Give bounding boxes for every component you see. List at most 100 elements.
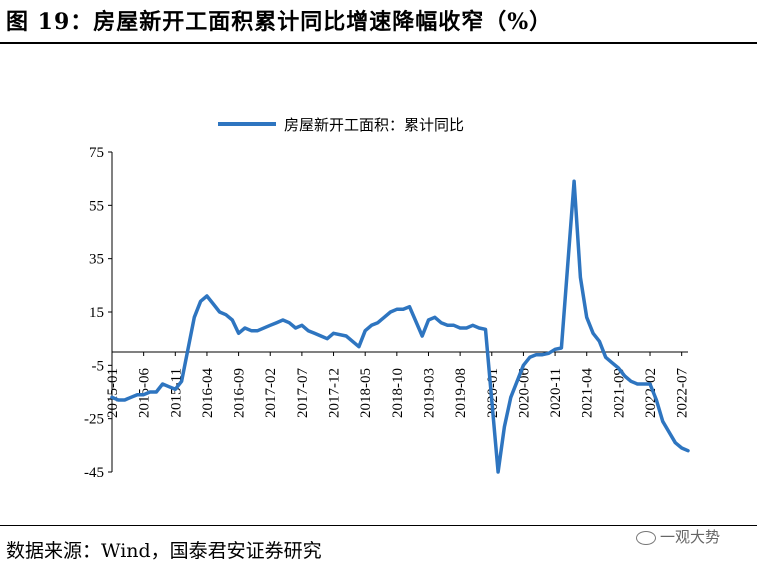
data-point	[636, 382, 639, 386]
x-tick-label: 2021-09	[611, 368, 627, 418]
data-point	[610, 361, 614, 364]
x-tick-label: 2019-08	[453, 368, 469, 418]
data-point	[180, 380, 183, 383]
data-point	[319, 334, 323, 338]
data-point	[674, 441, 677, 444]
data-point	[553, 348, 557, 351]
data-point	[383, 316, 386, 319]
x-tick-label: 2016-09	[232, 368, 248, 418]
data-point	[123, 398, 126, 402]
data-point	[389, 310, 392, 314]
data-point	[300, 324, 304, 327]
title-rule	[0, 42, 757, 44]
footer-rule	[0, 525, 757, 526]
data-point	[174, 388, 177, 391]
x-tick-label: 2018-05	[358, 368, 374, 418]
data-point	[433, 316, 436, 319]
data-point	[623, 374, 626, 378]
y-tick-label: 35	[89, 252, 104, 268]
data-point	[471, 324, 474, 327]
data-point	[477, 326, 481, 330]
x-tick-label: 2017-12	[327, 368, 343, 418]
x-tick-label: 2019-03	[421, 368, 437, 418]
data-point	[256, 329, 259, 332]
data-point	[452, 324, 455, 327]
data-point	[281, 318, 285, 322]
data-point	[205, 294, 209, 298]
data-point	[648, 382, 652, 386]
data-point	[307, 329, 310, 332]
data-point	[357, 345, 361, 348]
data-point	[604, 356, 607, 359]
data-point	[231, 318, 234, 322]
data-point	[522, 364, 525, 367]
data-point	[661, 420, 664, 423]
data-point	[395, 308, 398, 311]
data-point	[212, 302, 215, 306]
data-point	[402, 308, 405, 311]
data-point	[288, 321, 291, 324]
data-point	[560, 346, 563, 350]
data-point	[148, 390, 152, 394]
x-tick-label: 2022-07	[675, 368, 691, 418]
data-point	[332, 332, 335, 335]
data-point	[218, 310, 221, 314]
data-point	[199, 300, 202, 303]
data-point	[427, 318, 430, 322]
data-point	[313, 332, 316, 335]
watermark-text: 一观大势	[660, 528, 721, 546]
data-point	[439, 321, 443, 324]
data-point	[617, 366, 620, 370]
y-tick-label: 15	[89, 305, 104, 321]
data-point	[509, 396, 512, 399]
data-point	[326, 337, 329, 340]
data-point	[579, 276, 582, 279]
data-point	[534, 353, 538, 356]
data-point	[515, 380, 519, 383]
data-point	[528, 356, 531, 359]
wechat-icon	[636, 530, 656, 545]
figure-title: 图 19：房屋新开工面积累计同比增速降幅收窄（%）	[6, 9, 553, 35]
data-point	[680, 446, 683, 450]
x-tick-label: 2021-04	[580, 368, 596, 418]
series-line	[110, 179, 690, 474]
data-point	[351, 340, 354, 343]
source-note: 数据来源：Wind，国泰君安证券研究	[6, 540, 322, 562]
data-point	[458, 326, 462, 330]
data-point	[224, 313, 228, 316]
data-point	[484, 328, 487, 331]
data-point	[345, 334, 348, 338]
data-point	[465, 326, 468, 330]
watermark: 一观大势	[636, 526, 720, 547]
data-point	[142, 393, 145, 396]
x-tick-label: 2017-02	[263, 368, 279, 418]
data-point	[598, 340, 601, 343]
x-tick-label: 2020-06	[516, 368, 532, 418]
x-tick-label: 2015-01	[105, 368, 121, 418]
y-tick-label: 55	[89, 198, 104, 214]
data-point	[629, 380, 633, 383]
data-point	[161, 382, 164, 386]
data-point	[541, 353, 544, 356]
data-point	[193, 316, 196, 319]
data-point	[446, 324, 449, 327]
x-tick-label: 2022-02	[643, 368, 659, 418]
y-tick-label: -25	[84, 412, 104, 428]
data-point	[591, 332, 595, 335]
data-point	[547, 352, 550, 355]
data-point	[269, 324, 272, 327]
data-point	[155, 390, 158, 394]
data-point	[167, 385, 171, 388]
data-point	[686, 449, 690, 452]
legend-label: 房屋新开工面积：累计同比	[284, 116, 464, 134]
chart-marks	[110, 179, 690, 474]
data-point	[585, 316, 588, 319]
data-point	[237, 332, 240, 335]
data-point	[370, 324, 373, 327]
data-point	[364, 329, 367, 332]
data-point	[421, 334, 424, 338]
x-tick-label: 2018-10	[390, 368, 406, 418]
data-point	[110, 396, 114, 399]
